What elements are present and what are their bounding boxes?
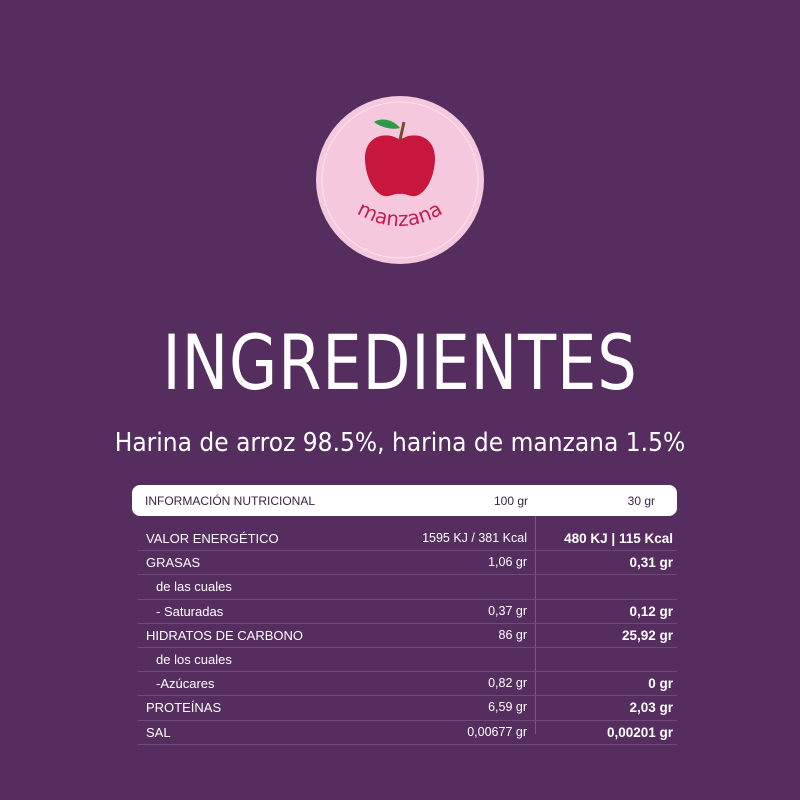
apple-icon xyxy=(364,119,436,197)
nutrition-table-header: INFORMACIÓN NUTRICIONAL 100 gr 30 gr xyxy=(132,485,677,516)
value-30g: 0,00201 gr xyxy=(606,724,673,740)
table-row: de las cuales xyxy=(138,575,677,600)
column-divider xyxy=(535,516,536,734)
value-30g: 480 KJ | 115 Kcal xyxy=(564,531,673,546)
row-label: HIDRATOS DE CARBONO xyxy=(146,627,303,643)
value-100g: 6,59 gr xyxy=(488,700,527,715)
table-row: PROTEÍNAS 6,59 gr 2,03 gr xyxy=(138,696,677,721)
row-label: GRASAS xyxy=(146,555,201,571)
value-100g: 86 gr xyxy=(498,627,528,642)
value-30g: 2,03 gr xyxy=(629,700,673,716)
header-col2: 30 gr xyxy=(627,494,655,508)
table-row: de los cuales xyxy=(138,648,677,673)
row-label: SAL xyxy=(146,724,171,740)
row-label: - Saturadas xyxy=(156,603,224,619)
nutrition-table: VALOR ENERGÉTICO 1595 KJ / 381 Kcal 480 KJ… xyxy=(138,527,677,745)
page-title: INGREDIENTES xyxy=(162,318,638,407)
apple-badge: manzana xyxy=(316,96,484,264)
value-100g: 1595 KJ / 381 Kcal xyxy=(422,531,527,545)
value-100g: 1,06 gr xyxy=(488,555,527,570)
value-30g: 25,92 gr xyxy=(621,627,673,643)
table-row: HIDRATOS DE CARBONO 86 gr 25,92 gr xyxy=(138,624,677,648)
table-row: SAL 0,00677 gr 0,00201 gr xyxy=(138,721,677,745)
value-100g: 0,37 gr xyxy=(488,603,527,618)
value-30g: 0,12 gr xyxy=(629,603,673,619)
header-col1: 100 gr xyxy=(494,494,529,508)
ingredients-text: Harina de arroz 98.5%, harina de manzana… xyxy=(114,428,686,458)
value-30g: 0,31 gr xyxy=(629,555,673,571)
row-label: de las cuales xyxy=(156,579,232,595)
row-label: -Azúcares xyxy=(156,676,215,692)
table-row: -Azúcares 0,82 gr 0 gr xyxy=(138,672,677,697)
value-30g: 0 gr xyxy=(648,676,673,692)
table-row: GRASAS 1,06 gr 0,31 gr xyxy=(138,551,677,576)
row-label: PROTEÍNAS xyxy=(146,700,222,716)
table-row: - Saturadas 0,37 gr 0,12 gr xyxy=(138,600,677,624)
row-label: VALOR ENERGÉTICO xyxy=(146,531,279,546)
value-100g: 0,82 gr xyxy=(488,676,527,691)
value-100g: 0,00677 gr xyxy=(467,724,527,739)
row-label: de los cuales xyxy=(156,651,232,667)
header-label: INFORMACIÓN NUTRICIONAL xyxy=(145,494,316,508)
table-row: VALOR ENERGÉTICO 1595 KJ / 381 Kcal 480 KJ… xyxy=(138,527,677,552)
